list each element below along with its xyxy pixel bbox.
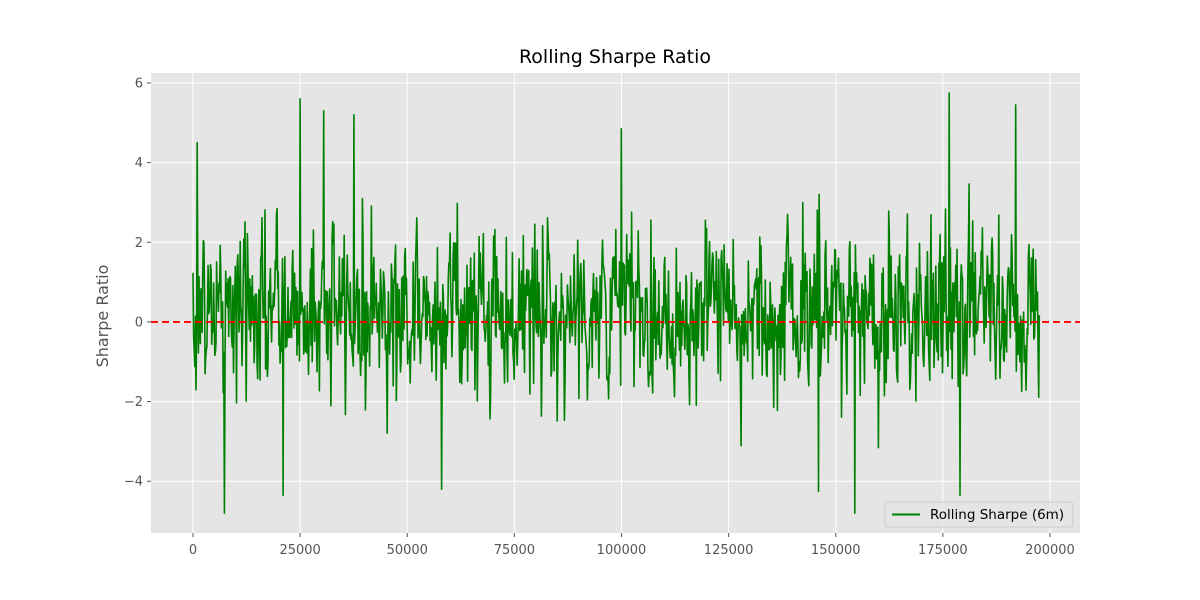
y-axis-label: Sharpe Ratio	[93, 265, 112, 368]
x-tick-label: 25000	[279, 543, 320, 558]
x-tick-label: 100000	[597, 543, 647, 558]
series-rolling-sharpe	[192, 92, 1041, 514]
legend: Rolling Sharpe (6m)	[884, 501, 1074, 528]
legend-box	[884, 501, 1074, 528]
axis-ticks: 0 25000 50000 75000 100000 125000 150000 175000…	[124, 76, 1075, 558]
y-tick-label: 2	[135, 236, 143, 251]
x-tick-label: 150000	[811, 543, 861, 558]
y-tick-label: 0	[135, 315, 143, 330]
x-tick-label: 0	[189, 543, 197, 558]
legend-label: Rolling Sharpe (6m)	[930, 507, 1064, 523]
y-tick-label: 4	[135, 156, 143, 171]
y-tick-label: −4	[124, 475, 143, 490]
x-tick-label: 50000	[387, 543, 428, 558]
x-tick-label: 200000	[1025, 543, 1075, 558]
x-tick-label: 125000	[704, 543, 754, 558]
chart-title: Rolling Sharpe Ratio	[519, 46, 711, 68]
y-tick-label: 6	[135, 76, 143, 91]
x-tick-label: 175000	[918, 543, 968, 558]
y-tick-label: −2	[124, 395, 143, 410]
x-tick-label: 75000	[494, 543, 535, 558]
series-line	[192, 92, 1041, 514]
